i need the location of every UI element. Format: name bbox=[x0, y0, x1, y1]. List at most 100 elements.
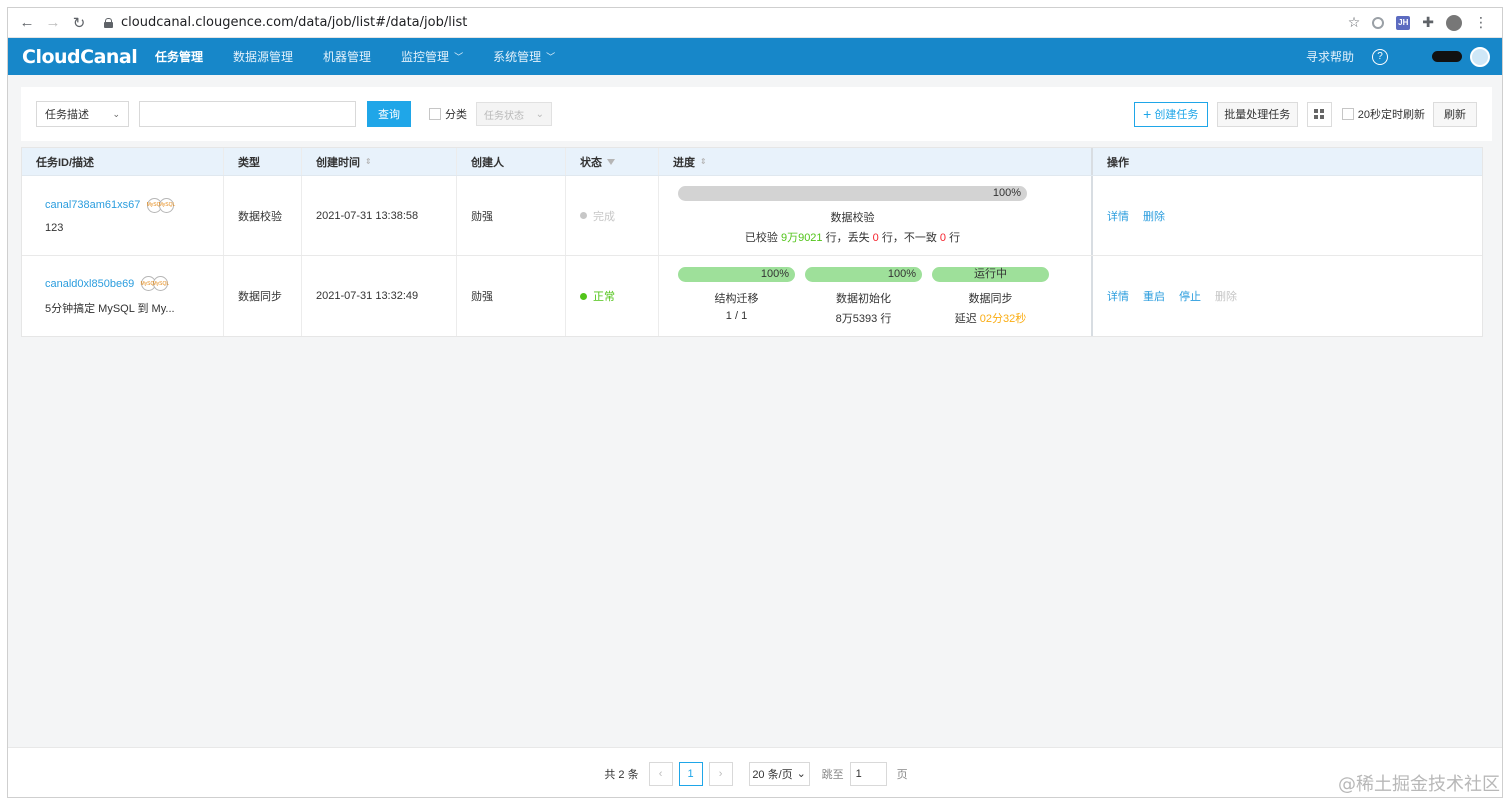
status-dot-icon bbox=[580, 292, 587, 300]
auto-refresh-checkbox[interactable]: 20秒定时刷新 bbox=[1341, 106, 1425, 122]
job-id-link[interactable]: canald0xl850be69 bbox=[45, 277, 135, 290]
stage-structure: 100% 结构迁移 1 / 1 bbox=[678, 266, 795, 326]
menu-label: 系统管理 bbox=[493, 50, 542, 64]
stage-init: 100% 数据初始化 8万5393 行 bbox=[805, 266, 922, 326]
checkbox-box[interactable] bbox=[1341, 108, 1354, 120]
sort-icon[interactable]: ⇕ bbox=[365, 157, 372, 166]
col-label: 进度 bbox=[673, 156, 695, 169]
job-id-link[interactable]: canal738am61xs67 bbox=[45, 199, 141, 211]
back-icon[interactable]: ← bbox=[19, 14, 35, 31]
progress-bar: 100% bbox=[678, 186, 1027, 201]
col-progress[interactable]: 进度 ⇕ bbox=[659, 148, 1093, 175]
jump-label: 跳至 bbox=[821, 768, 844, 781]
question-icon[interactable]: ? bbox=[1372, 48, 1388, 65]
jump-input[interactable]: 1 bbox=[849, 761, 887, 786]
mysql-target-icon: MySQL bbox=[159, 197, 175, 213]
status-badge: 完成 bbox=[580, 208, 615, 224]
category-label: 分类 bbox=[445, 109, 467, 121]
restart-link[interactable]: 重启 bbox=[1143, 291, 1165, 303]
filter-icon[interactable] bbox=[607, 158, 615, 165]
next-page-icon[interactable]: › bbox=[708, 761, 733, 786]
stage-list: 100% 结构迁移 1 / 1 100% 数据初始化 8万5393 行 运行中 … bbox=[678, 266, 1049, 326]
status-cell: 完成 bbox=[566, 176, 659, 255]
browser-window: ← → ↻ cloudcanal.clougence.com/data/job/… bbox=[7, 7, 1503, 798]
db-icons: MySQL MySQL bbox=[140, 276, 169, 291]
stop-link[interactable]: 停止 bbox=[1179, 291, 1201, 303]
creator-cell: 勋强 bbox=[457, 176, 566, 255]
profile-avatar-icon[interactable] bbox=[1446, 14, 1462, 31]
header-right: 寻求帮助 ? bbox=[1306, 38, 1502, 75]
reload-icon[interactable]: ↻ bbox=[72, 14, 86, 32]
stage-detail: 8万5393 行 bbox=[835, 312, 892, 325]
menu-item-machines[interactable]: 机器管理 bbox=[308, 38, 386, 75]
delete-link[interactable]: 删除 bbox=[1143, 210, 1165, 223]
forward-icon[interactable]: → bbox=[45, 14, 61, 31]
created-cell: 2021-07-31 13:38:58 bbox=[302, 176, 457, 255]
col-id: 任务ID/描述 bbox=[22, 148, 224, 175]
page-size-value: 20 条/页 bbox=[752, 768, 793, 781]
menu-item-datasources[interactable]: 数据源管理 bbox=[218, 38, 308, 75]
chevron-down-icon: ⌄ bbox=[112, 108, 120, 119]
col-type: 类型 bbox=[224, 148, 302, 175]
help-link[interactable]: 寻求帮助 bbox=[1305, 50, 1354, 64]
sort-icon[interactable]: ⇕ bbox=[700, 157, 707, 166]
detail-link[interactable]: 详情 bbox=[1107, 210, 1129, 223]
chevron-down-icon: ﹀ bbox=[546, 52, 556, 62]
job-table: 任务ID/描述 类型 创建时间 ⇕ 创建人 状态 进度 ⇕ 操作 canal738a… bbox=[21, 147, 1483, 337]
menu-label: 监控管理 bbox=[401, 50, 450, 64]
status-placeholder: 任务状态 bbox=[484, 110, 524, 122]
search-input[interactable] bbox=[139, 101, 356, 127]
table-header: 任务ID/描述 类型 创建时间 ⇕ 创建人 状态 进度 ⇕ 操作 bbox=[22, 148, 1482, 176]
progress-bar: 100% bbox=[678, 266, 795, 282]
job-description: 123 bbox=[45, 221, 64, 234]
id-cell: canal738am61xs67 MySQL MySQL 123 bbox=[22, 176, 224, 255]
search-type-select[interactable]: 任务描述 ⌄ bbox=[36, 101, 129, 127]
avatar[interactable] bbox=[1470, 46, 1490, 67]
delete-link[interactable]: 删除 bbox=[1215, 291, 1237, 303]
username-redacted[interactable] bbox=[1432, 51, 1462, 62]
create-label: 创建任务 bbox=[1154, 109, 1199, 121]
progress-cell: 100% 结构迁移 1 / 1 100% 数据初始化 8万5393 行 运行中 … bbox=[659, 256, 1093, 336]
refresh-button[interactable]: 刷新 bbox=[1433, 101, 1477, 127]
query-button[interactable]: 查询 bbox=[367, 101, 411, 127]
browser-actions: ☆ JH ✚ ⋮ bbox=[1348, 14, 1494, 31]
status-filter-select[interactable]: 任务状态 ⌄ bbox=[476, 102, 552, 126]
extension-jh-icon[interactable]: JH bbox=[1396, 15, 1411, 30]
col-status[interactable]: 状态 bbox=[566, 148, 659, 175]
col-label: 状态 bbox=[580, 156, 602, 169]
create-job-button[interactable]: + 创建任务 bbox=[1133, 101, 1208, 127]
puzzle-icon[interactable]: ✚ bbox=[1422, 14, 1434, 30]
watermark: @稀土掘金技术社区 bbox=[1338, 774, 1500, 795]
stage-detail: 1 / 1 bbox=[725, 309, 748, 322]
col-label: 创建人 bbox=[471, 156, 504, 169]
menu-label: 任务管理 bbox=[155, 50, 204, 64]
status-text: 完成 bbox=[593, 210, 615, 223]
page-size-select[interactable]: 20 条/页 ⌄ bbox=[748, 761, 810, 786]
star-icon[interactable]: ☆ bbox=[1347, 14, 1361, 30]
col-label: 操作 bbox=[1107, 156, 1129, 169]
progress-bar: 运行中 bbox=[932, 266, 1049, 282]
col-label: 创建时间 bbox=[316, 156, 360, 169]
menu-item-monitoring[interactable]: 监控管理 ﹀ bbox=[386, 38, 478, 75]
address-bar[interactable]: cloudcanal.clougence.com/data/job/list#/… bbox=[100, 12, 1348, 34]
detail-link[interactable]: 详情 bbox=[1107, 291, 1129, 303]
more-vert-icon[interactable]: ⋮ bbox=[1474, 14, 1488, 30]
chevron-down-icon: ⌄ bbox=[796, 768, 806, 780]
stage-detail: 延迟 02分32秒 bbox=[954, 312, 1027, 325]
col-label: 类型 bbox=[238, 156, 260, 169]
page-button[interactable]: 1 bbox=[678, 761, 703, 786]
grid-view-icon[interactable] bbox=[1306, 101, 1332, 127]
logo[interactable]: CloudCanal bbox=[22, 45, 138, 68]
prev-page-icon[interactable]: ‹ bbox=[648, 761, 673, 786]
checkbox-box[interactable] bbox=[429, 108, 441, 120]
category-checkbox[interactable]: 分类 bbox=[429, 106, 467, 122]
extension-ring-icon[interactable] bbox=[1372, 16, 1385, 29]
search-type-value: 任务描述 bbox=[45, 109, 89, 121]
menu-item-jobs[interactable]: 任务管理 bbox=[140, 38, 218, 75]
table-row: canal738am61xs67 MySQL MySQL 123 数据校验 20… bbox=[22, 176, 1482, 256]
stage-label: 数据同步 bbox=[968, 292, 1013, 305]
batch-process-button[interactable]: 批量处理任务 bbox=[1216, 101, 1298, 127]
col-created[interactable]: 创建时间 ⇕ bbox=[302, 148, 457, 175]
menu-item-system[interactable]: 系统管理 ﹀ bbox=[478, 38, 570, 75]
creator-cell: 勋强 bbox=[457, 256, 566, 336]
